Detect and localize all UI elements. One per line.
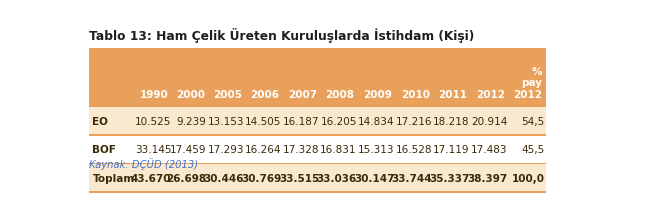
Text: 100,0: 100,0 (511, 173, 545, 183)
Text: 16.528: 16.528 (396, 144, 432, 154)
Text: 17.119: 17.119 (433, 144, 469, 154)
Text: 2011: 2011 (438, 90, 467, 99)
Text: 14.505: 14.505 (245, 116, 281, 126)
Text: 16.831: 16.831 (321, 144, 357, 154)
Text: 17.216: 17.216 (396, 116, 432, 126)
Text: 33.145: 33.145 (135, 144, 172, 154)
Text: 16.264: 16.264 (245, 144, 281, 154)
Text: 54,5: 54,5 (521, 116, 545, 126)
Text: 33.744: 33.744 (392, 173, 432, 183)
Text: 2006: 2006 (250, 90, 279, 99)
Text: 30.147: 30.147 (354, 173, 394, 183)
Bar (89, 106, 547, 107)
Text: 2008: 2008 (326, 90, 354, 99)
Bar (89, 191, 547, 193)
Text: 1990: 1990 (140, 90, 169, 99)
Text: 17.483: 17.483 (471, 144, 507, 154)
Bar (89, 163, 547, 164)
Text: 9.239: 9.239 (176, 116, 206, 126)
Text: 33.515: 33.515 (279, 173, 319, 183)
Text: 17.328: 17.328 (283, 144, 319, 154)
Text: 16.187: 16.187 (283, 116, 319, 126)
Text: 33.036: 33.036 (317, 173, 357, 183)
Text: 15.313: 15.313 (358, 144, 394, 154)
Text: 38.397: 38.397 (467, 173, 507, 183)
Text: 35.337: 35.337 (430, 173, 469, 183)
Bar (89, 136, 547, 163)
Text: 16.205: 16.205 (321, 116, 357, 126)
Text: 2012: 2012 (476, 90, 505, 99)
Text: BOF: BOF (92, 144, 116, 154)
Text: 18.218: 18.218 (433, 116, 469, 126)
Text: Kaynak: DÇÜD (2013): Kaynak: DÇÜD (2013) (89, 158, 198, 170)
Text: 26.698: 26.698 (166, 173, 206, 183)
Text: 30.446: 30.446 (203, 173, 244, 183)
Text: Toplam: Toplam (92, 173, 134, 183)
Text: Tablo 13: Ham Çelik Üreten Kuruluşlarda İstihdam (Kişi): Tablo 13: Ham Çelik Üreten Kuruluşlarda … (89, 28, 475, 43)
Text: 43.670: 43.670 (131, 173, 172, 183)
Text: 30.769: 30.769 (241, 173, 281, 183)
Text: 45,5: 45,5 (521, 144, 545, 154)
Text: 10.525: 10.525 (135, 116, 172, 126)
Text: 20.914: 20.914 (471, 116, 507, 126)
Text: EO: EO (92, 116, 108, 126)
Text: %
pay
2012: % pay 2012 (513, 66, 543, 99)
Text: 2009: 2009 (363, 90, 392, 99)
Text: 2005: 2005 (213, 90, 241, 99)
Bar (89, 107, 547, 134)
Bar (89, 49, 547, 106)
Bar (89, 134, 547, 136)
Text: 17.459: 17.459 (170, 144, 206, 154)
Text: 2010: 2010 (401, 90, 430, 99)
Text: 2000: 2000 (176, 90, 205, 99)
Text: 14.834: 14.834 (358, 116, 394, 126)
Text: 13.153: 13.153 (207, 116, 244, 126)
Bar (89, 164, 547, 191)
Text: 17.293: 17.293 (207, 144, 244, 154)
Text: 2007: 2007 (288, 90, 317, 99)
